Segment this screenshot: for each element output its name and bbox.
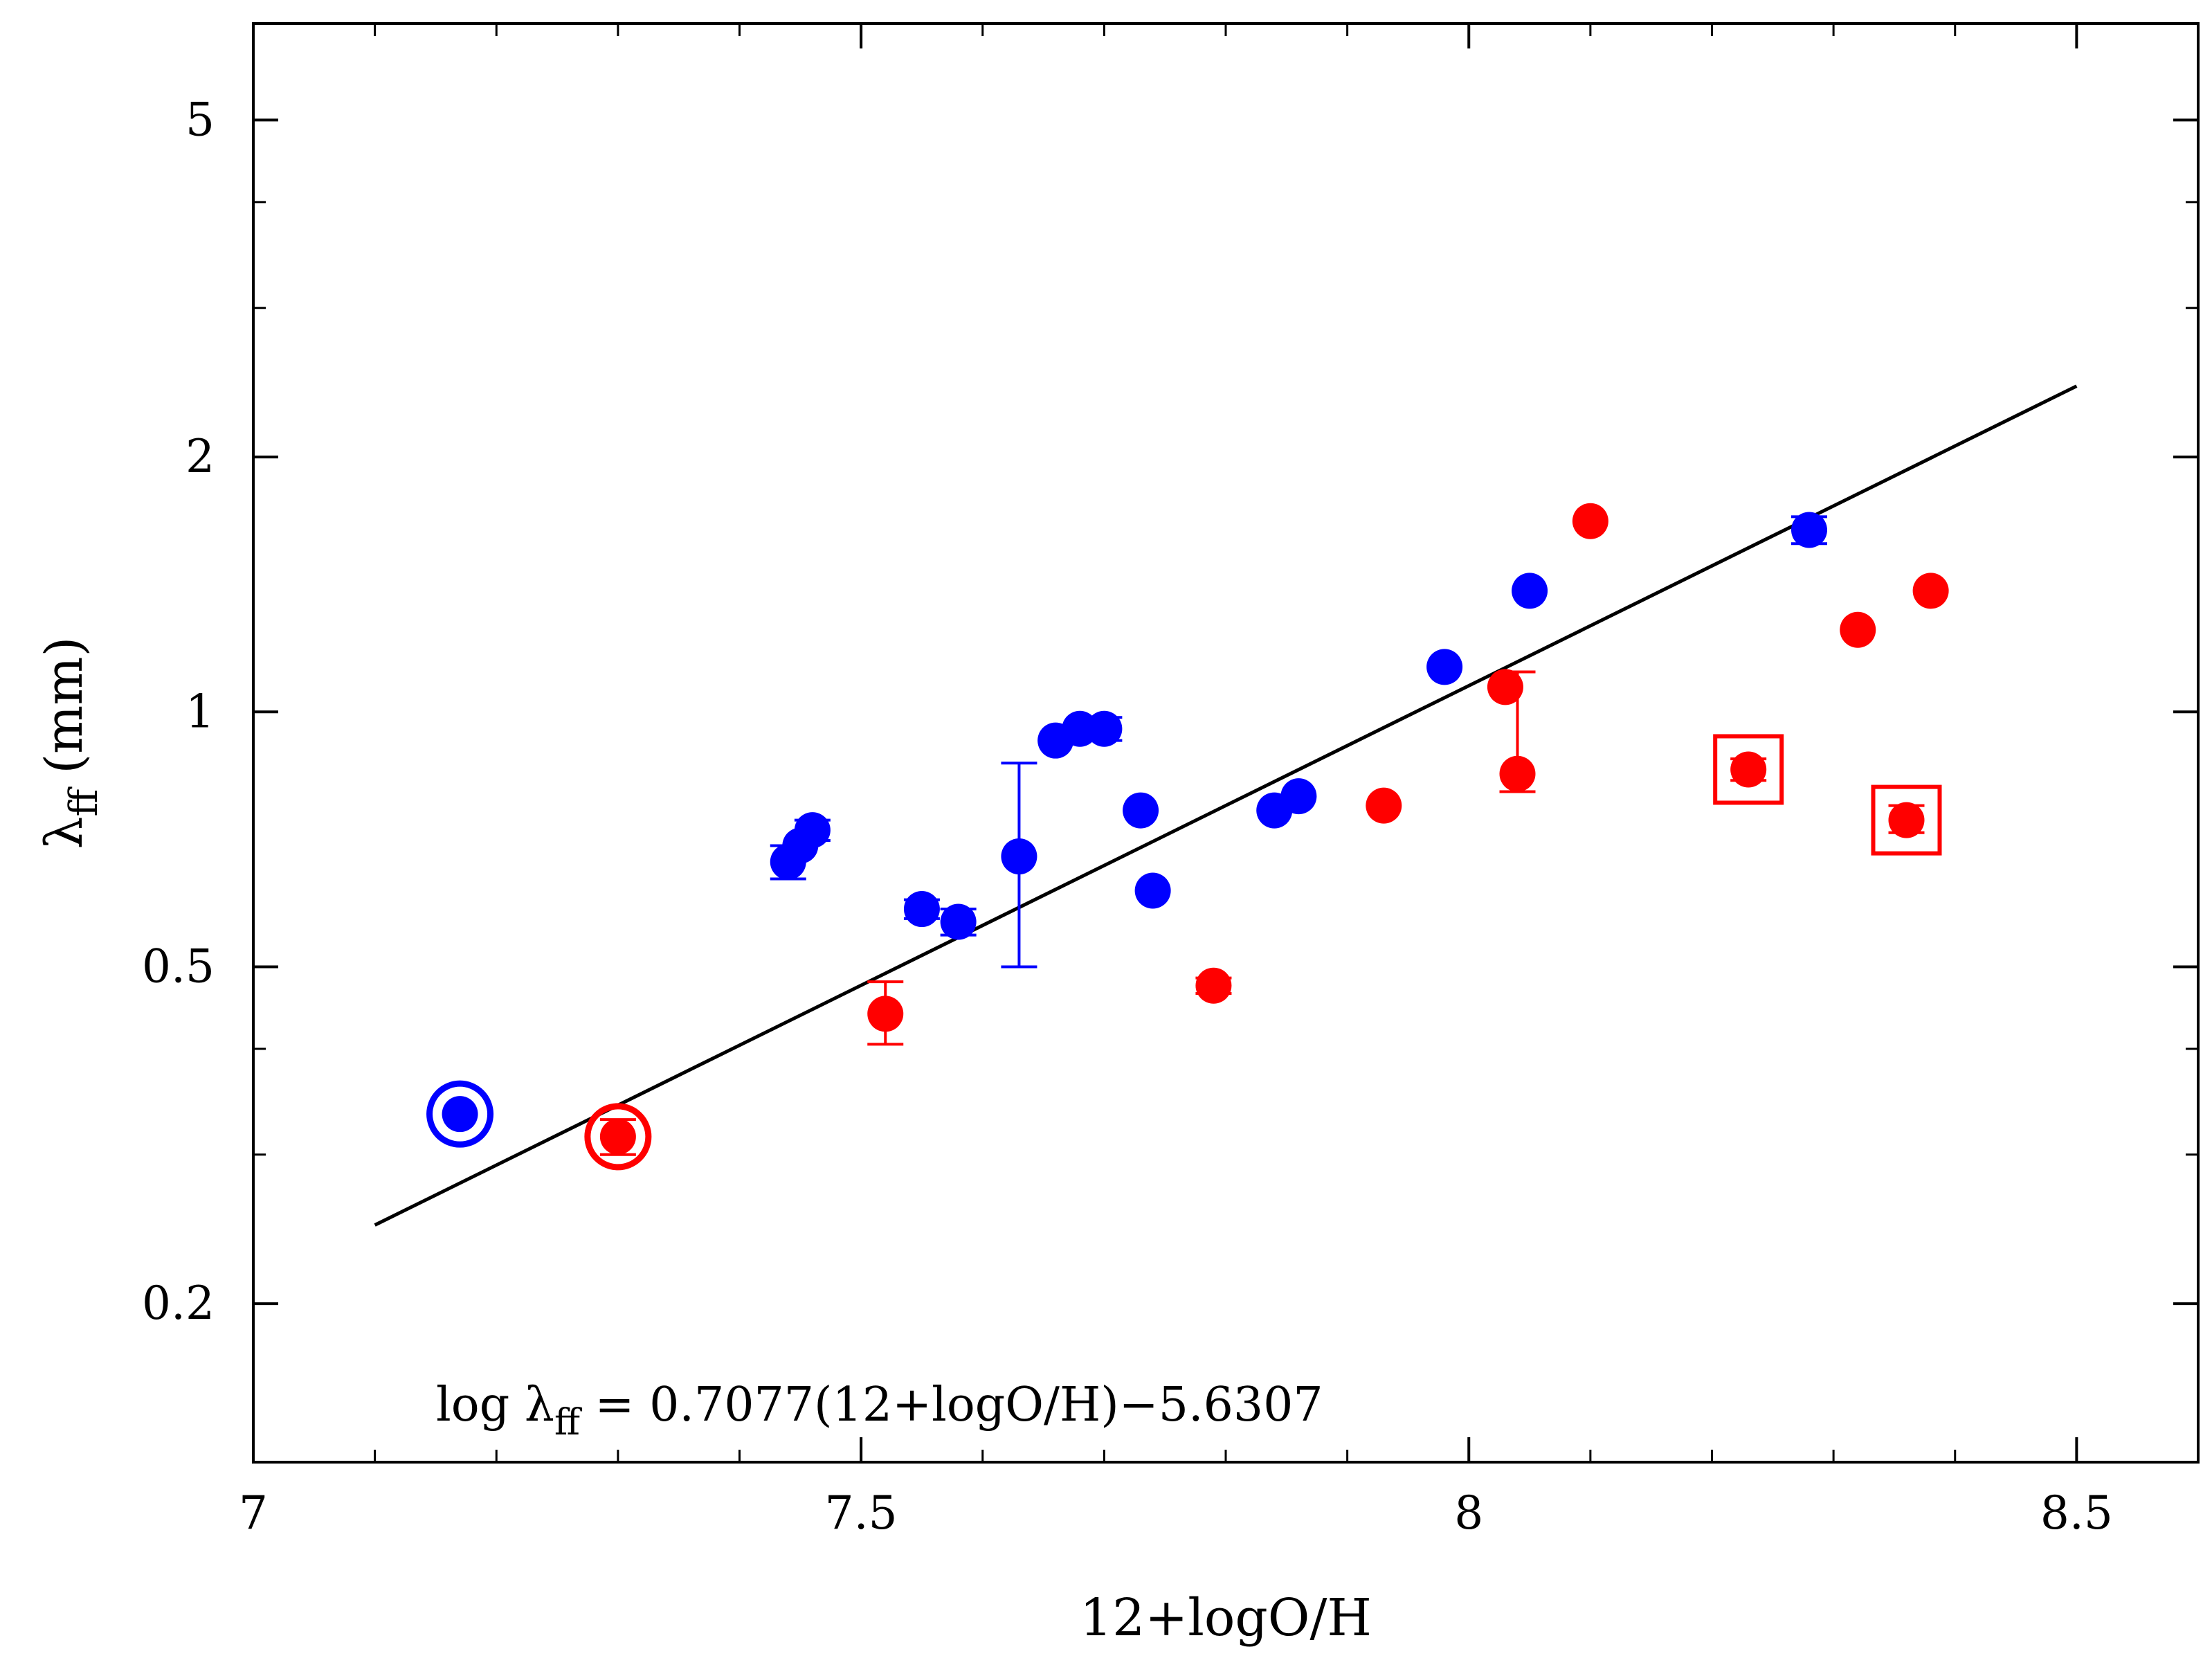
x-tick-label: 8.5 [2040,1486,2113,1540]
x-axis-label: 12+logO/H [1080,1588,1372,1648]
data-points [426,503,1949,1171]
data-point [1366,787,1402,824]
data-point [1499,755,1536,792]
data-point [1001,838,1037,875]
data-point [1280,778,1317,815]
x-tick-label: 7 [239,1486,268,1540]
data-point [940,903,977,940]
fit-line [374,384,2078,1227]
data-point [442,1096,478,1133]
series-blue [426,512,1827,1148]
data-point [599,1118,636,1155]
y-axis-label-subscript: ff [62,786,107,816]
data-point [903,891,940,928]
data-point [1426,649,1463,685]
data-point [1134,872,1171,909]
x-tick-label: 7.5 [825,1486,898,1540]
y-axis-label-symbol: λ [35,816,94,849]
data-point [1791,512,1827,548]
axis-ticks: 7 7.5 8 8.5 0.2 0.5 1 2 5 [142,24,2198,1540]
data-point [1086,710,1123,747]
fit-equation-prefix: log λ [436,1378,554,1432]
data-point [1912,573,1949,609]
data-point [1195,967,1232,1004]
series-red [584,503,1949,1171]
data-point [1512,573,1548,609]
y-axis-label: λff (mm) [35,637,107,849]
highlight-ring [426,1080,494,1148]
data-point [1123,792,1159,829]
data-point [1572,503,1608,539]
data-point [867,996,904,1032]
fit-equation: log λff = 0.7077(12+logO/H)−5.6307 [436,1378,1323,1443]
highlight-box [1713,734,1784,805]
data-point [1487,669,1523,705]
data-point [1840,611,1876,648]
highlight-box [1871,784,1942,856]
data-point [794,812,831,849]
fit-line-group [374,384,2078,1227]
y-axis-label-unit: (mm) [35,637,94,774]
y-tick-label: 1 [185,685,215,738]
x-tick-label: 8 [1454,1486,1483,1540]
plot-frame [252,22,2200,1464]
y-tick-label: 5 [185,93,215,146]
fit-equation-suffix: = 0.7077(12+logO/H)−5.6307 [580,1378,1323,1432]
y-tick-label: 0.2 [142,1277,215,1330]
data-point [1888,802,1925,838]
data-point [1730,751,1767,788]
y-tick-label: 0.5 [142,939,215,993]
highlight-ring [584,1103,652,1171]
fit-equation-subscript: ff [554,1402,583,1443]
y-tick-label: 2 [185,430,215,483]
